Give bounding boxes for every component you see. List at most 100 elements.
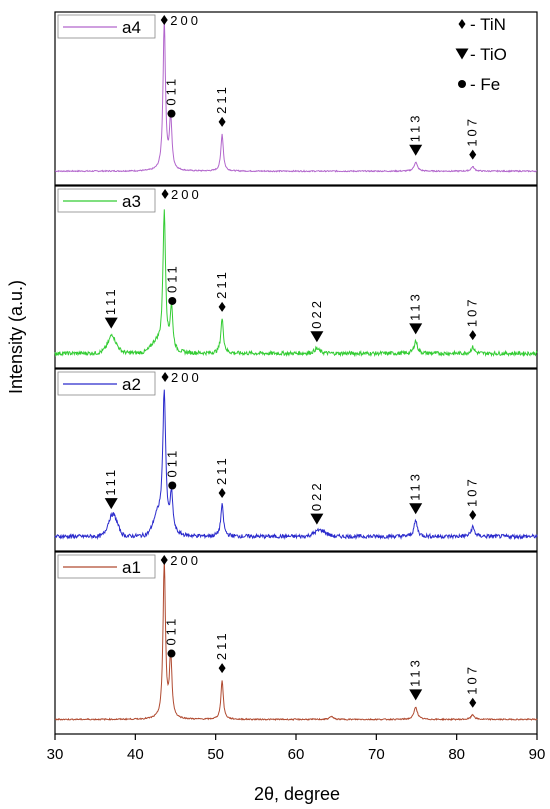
panel-a2: a2 111 200 011 211 022 113 107 <box>54 368 538 552</box>
triangle-marker <box>104 498 118 510</box>
diamond-marker <box>218 116 226 127</box>
peak-annotation: 200 <box>161 187 202 202</box>
series-line-a1 <box>54 559 538 722</box>
peak-annotation: 011 <box>163 76 178 118</box>
circle-marker <box>168 481 177 490</box>
peak-annotation: 113 <box>408 657 423 701</box>
panel-name: a2 <box>122 375 141 394</box>
x-tick-label: 90 <box>529 746 546 763</box>
peak-annotation: 107 <box>465 296 480 341</box>
triangle-marker <box>310 331 324 343</box>
diamond-marker <box>469 510 477 521</box>
peak-label: 111 <box>103 467 118 496</box>
y-axis-label: Intensity (a.u.) <box>6 280 26 394</box>
peak-label: 113 <box>408 657 423 687</box>
circle-marker <box>168 296 177 305</box>
x-axis-ticks: 30 40 50 60 70 80 90 <box>47 734 546 763</box>
triangle-marker <box>409 144 423 156</box>
peak-annotation: 107 <box>465 476 480 521</box>
peak-label: 107 <box>465 664 480 695</box>
peak-annotation: 022 <box>309 298 324 343</box>
panel-frame <box>54 11 538 186</box>
diamond-marker <box>218 301 226 312</box>
peak-annotation: 211 <box>214 630 229 674</box>
triangle-marker <box>409 323 423 335</box>
peak-label: 022 <box>309 298 324 329</box>
circle-marker <box>167 109 176 118</box>
peak-label: 111 <box>103 286 118 315</box>
panel-frame <box>54 551 538 735</box>
x-tick-label: 80 <box>448 746 465 763</box>
series-line-a2 <box>54 389 538 541</box>
diamond-marker <box>218 663 226 674</box>
peak-label: 011 <box>163 616 178 646</box>
peak-label: 200 <box>171 370 202 385</box>
peak-annotation: 113 <box>408 471 423 515</box>
peak-annotation: 211 <box>214 269 229 312</box>
diamond-marker <box>469 149 477 160</box>
peak-annotation: 113 <box>408 112 423 156</box>
peak-annotation: 011 <box>163 616 178 658</box>
peak-label: 022 <box>309 480 324 511</box>
legend-marker-circle <box>458 80 466 88</box>
x-tick-label: 30 <box>47 746 64 763</box>
peak-label: 113 <box>408 291 423 321</box>
diamond-marker <box>218 487 226 498</box>
legend-label: - TiN <box>470 15 506 34</box>
peak-label: 107 <box>465 116 480 147</box>
peak-annotation: 011 <box>164 448 179 490</box>
diamond-marker <box>469 330 477 341</box>
peak-annotation: 211 <box>214 84 229 127</box>
peak-label: 211 <box>214 455 229 485</box>
peak-label: 011 <box>164 263 179 293</box>
panel-frame <box>54 185 538 369</box>
peak-label: 113 <box>408 112 423 142</box>
triangle-marker <box>310 513 324 525</box>
peak-annotation: 022 <box>309 480 324 525</box>
diamond-marker <box>161 372 169 382</box>
diamond-marker <box>161 189 169 199</box>
diamond-marker <box>469 697 477 708</box>
peak-label: 200 <box>170 13 201 28</box>
peak-annotation: 200 <box>160 13 201 28</box>
peak-annotation: 211 <box>214 455 229 498</box>
legend: - TiN - TiO - Fe <box>455 15 507 94</box>
circle-marker <box>167 649 176 658</box>
peak-label: 211 <box>214 84 229 114</box>
x-tick-label: 40 <box>127 746 144 763</box>
series-line-a4 <box>54 19 538 173</box>
peak-annotation: 107 <box>465 116 480 160</box>
triangle-marker <box>409 689 423 701</box>
legend-label: - Fe <box>470 75 500 94</box>
peak-label: 107 <box>465 476 480 507</box>
diamond-marker <box>160 555 168 565</box>
peak-label: 107 <box>465 296 480 327</box>
peak-annotation: 011 <box>164 263 179 305</box>
triangle-marker <box>409 503 423 515</box>
peak-annotation: 200 <box>161 370 202 385</box>
peak-annotation: 111 <box>103 467 118 510</box>
legend-marker-diamond <box>458 19 466 29</box>
panel-frame <box>54 368 538 552</box>
x-tick-label: 60 <box>288 746 305 763</box>
x-tick-label: 70 <box>368 746 385 763</box>
peak-label: 200 <box>170 553 201 568</box>
panel-name: a4 <box>122 18 141 37</box>
panel-a3: a3 111 200 011 211 022 113 107 <box>54 185 538 369</box>
peak-label: 200 <box>171 187 202 202</box>
panel-a4: a4 200 011 211 113 107 <box>54 11 538 186</box>
peak-annotation: 107 <box>465 664 480 708</box>
peak-label: 011 <box>163 76 178 106</box>
peak-annotation: 113 <box>408 291 423 335</box>
panel-name: a1 <box>122 558 141 577</box>
peak-label: 113 <box>408 471 423 501</box>
triangle-marker <box>104 317 118 329</box>
legend-marker-triangle-down <box>455 48 469 60</box>
peak-label: 011 <box>164 448 179 478</box>
peak-annotation: 200 <box>160 553 201 568</box>
peak-annotation: 111 <box>103 286 118 329</box>
x-tick-label: 50 <box>207 746 224 763</box>
diamond-marker <box>160 15 168 25</box>
series-line-a3 <box>54 209 538 358</box>
